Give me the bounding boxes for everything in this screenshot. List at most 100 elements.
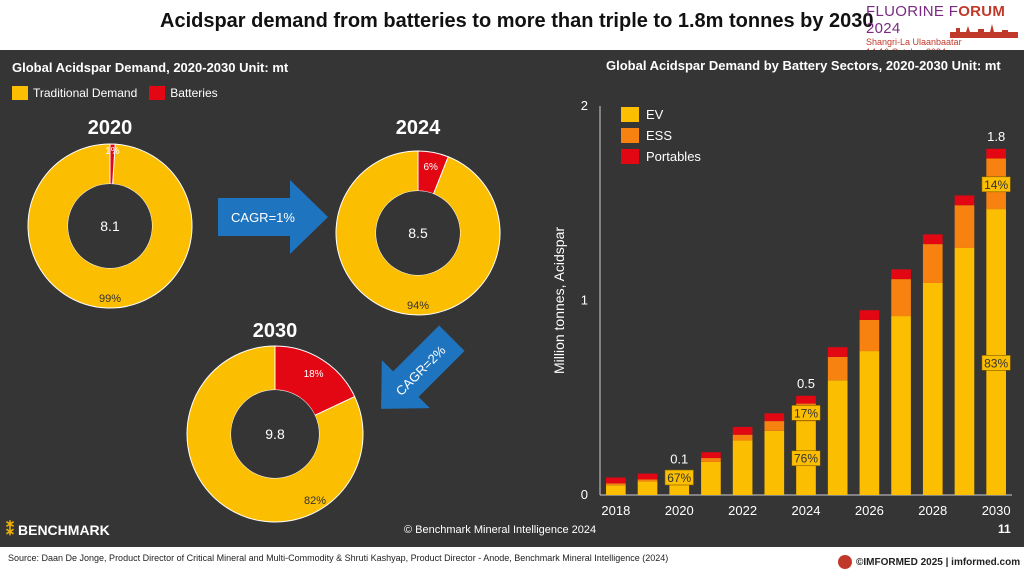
bar-ev-2023 (764, 430, 785, 495)
page-number: 11 (998, 522, 1011, 536)
donut-title-2030: 2030 (253, 320, 298, 342)
bar-portables-2022 (732, 426, 753, 435)
left-chart-title: Global Acidspar Demand, 2020-2030 Unit: … (12, 60, 289, 75)
legend-swatch-batteries (149, 86, 166, 100)
total-label-2020: 0.1 (670, 452, 688, 467)
ev-share-label-2024: 76% (794, 452, 818, 466)
donut-hole-2024 (376, 191, 460, 275)
bar-portables-2019 (637, 473, 658, 480)
ess-share-label-2024-box (791, 405, 821, 421)
legend-label-ev: EV (646, 107, 664, 122)
bar-ev-2018 (606, 485, 626, 495)
skyline-icon (950, 24, 1018, 38)
bar-ess-2027 (891, 279, 911, 317)
legend-item-traditional: Traditional Demand (12, 86, 137, 100)
bar-ev-2029 (954, 247, 975, 495)
forum-venue: Shangri-La Ulaanbaatar (866, 37, 962, 47)
legend-swatch-ev (621, 107, 639, 122)
bar-portables-2024 (796, 395, 816, 404)
benchmark-logo: ⁑ BENCHMARK (6, 520, 110, 540)
donut-label-traditional-2024: 94% (407, 300, 429, 312)
legend-item-batteries: Batteries (149, 86, 218, 100)
bar-ev-2028 (922, 282, 943, 495)
bar-portables-2030 (986, 148, 1006, 159)
bar-ess-2023 (764, 421, 785, 431)
donut-label-batteries-2024: 6% (424, 162, 439, 173)
bar-portables-2018 (606, 477, 626, 484)
x-tick-label-2022: 2022 (728, 503, 757, 518)
y-tick-label-2: 2 (581, 98, 588, 113)
cagr-arrow-diagonal-icon (381, 325, 465, 409)
total-label-2030: 1.8 (987, 129, 1005, 144)
donut-label-batteries-2030: 18% (304, 369, 324, 380)
ess-share-label-2030-box (981, 176, 1011, 193)
benchmark-logo-text: BENCHMARK (18, 522, 110, 538)
source-note: Source: Daan De Jonge, Product Director … (8, 553, 669, 563)
x-tick-label-2024: 2024 (792, 503, 821, 518)
content-panel: Global Acidspar Demand, 2020-2030 Unit: … (0, 50, 1024, 547)
donut-hole-2030 (231, 390, 319, 478)
donut-label-traditional-2030: 82% (304, 495, 326, 507)
donut-hole-2020 (68, 184, 152, 268)
donut-title-2020: 2020 (88, 117, 133, 139)
bar-portables-2021 (701, 452, 721, 459)
share-label-2020-box (664, 469, 694, 486)
donut-center-label-2020: 8.1 (100, 218, 120, 234)
donut-center-label-2030: 9.8 (265, 426, 285, 442)
bar-ess-2018 (606, 483, 626, 486)
donut-label-batteries-2020: 1% (105, 146, 120, 157)
bar-ev-2027 (891, 316, 911, 495)
bar-portables-2029 (954, 195, 975, 206)
imformed-logo-icon (838, 555, 852, 569)
bar-ess-2025 (827, 356, 848, 381)
bar-ev-2030 (986, 209, 1006, 495)
ess-share-label-2030: 14% (984, 178, 1008, 192)
x-tick-label-2030: 2030 (982, 503, 1011, 518)
y-axis-title: Million tonnes, Acidspar (551, 227, 567, 374)
bar-portables-2027 (891, 269, 911, 280)
legend-swatch-portables (621, 149, 639, 164)
forum-title: FLUORINE FORUM 2024 (866, 3, 1006, 37)
ev-share-label-2030-box (981, 355, 1011, 371)
bar-ess-2021 (701, 458, 721, 462)
imformed-credit: ©IMFORMED 2025 | imformed.com (838, 555, 1020, 569)
bar-ev-2019 (637, 481, 658, 495)
stacked-bar-chart: 0 1 2 Million tonnes, Acidspar 2018 2020 2022 2… (551, 98, 1012, 518)
legend-swatch-traditional (12, 86, 28, 100)
bar-ess-2029 (954, 205, 975, 248)
bar-portables-2023 (764, 413, 785, 422)
donut-label-traditional-2020: 99% (99, 293, 121, 305)
ev-share-label-2024-box (791, 450, 821, 467)
bar-ev-2025 (827, 380, 848, 495)
y-tick-label-1: 1 (581, 293, 588, 308)
donut-charts: 2020 8.1 99% 1% 2024 8.5 94% 6% 2030 9.8 82% 18% CAG… (27, 117, 501, 523)
bar-ess-2019 (637, 479, 658, 482)
bar-portables-2028 (922, 234, 943, 245)
x-tick-label-2020: 2020 (665, 503, 694, 518)
bar-ess-2022 (732, 434, 753, 441)
ess-share-label-2024: 17% (794, 406, 818, 420)
donut-center-label-2024: 8.5 (408, 225, 428, 241)
cagr-label-1: CAGR=1% (231, 210, 295, 225)
bar-ess-2026 (859, 319, 880, 352)
bar-ev-2022 (732, 440, 753, 495)
donut-title-2024: 2024 (396, 117, 441, 139)
bar-ess-2028 (922, 244, 943, 283)
left-legend: Traditional Demand Batteries (12, 86, 218, 100)
bar-portables-2026 (859, 310, 880, 320)
right-chart-title: Global Acidspar Demand by Battery Sector… (606, 58, 1001, 73)
bar-ev-2021 (701, 461, 721, 495)
page-title: Acidspar demand from batteries to more t… (160, 10, 874, 32)
x-tick-label-2018: 2018 (601, 503, 630, 518)
benchmark-mark-icon: ⁑ (6, 522, 14, 539)
x-tick-label-2028: 2028 (918, 503, 947, 518)
legend-label-batteries: Batteries (170, 86, 218, 100)
copyright-text: © Benchmark Mineral Intelligence 2024 (404, 524, 597, 536)
cagr-arrow-right-icon (218, 180, 328, 254)
legend-label-ess: ESS (646, 128, 672, 143)
legend-swatch-ess (621, 128, 639, 143)
ev-share-label-2030: 83% (984, 356, 1008, 370)
total-label-2024: 0.5 (797, 376, 815, 391)
bar-ev-2026 (859, 351, 880, 495)
x-tick-label-2026: 2026 (855, 503, 884, 518)
